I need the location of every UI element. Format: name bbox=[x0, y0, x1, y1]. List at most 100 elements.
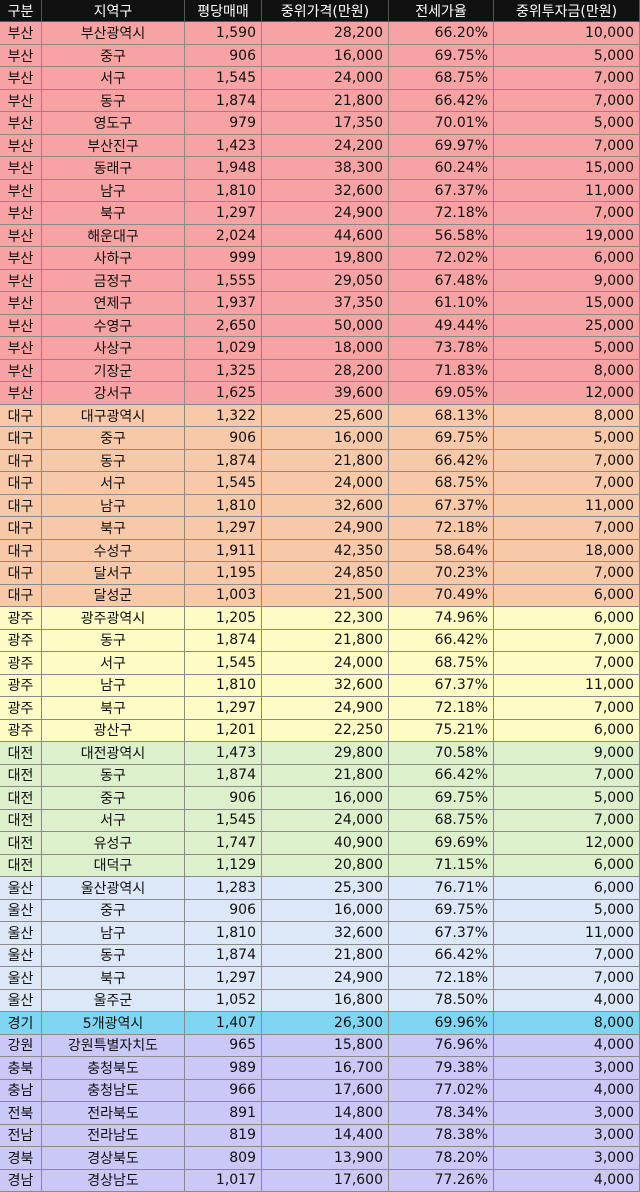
table-cell: 999 bbox=[185, 247, 262, 270]
table-cell: 대전 bbox=[0, 832, 42, 855]
table-cell: 부산 bbox=[0, 67, 42, 90]
table-cell: 울산 bbox=[0, 877, 42, 900]
table-cell: 1,874 bbox=[185, 764, 262, 788]
table-cell: 1,810 bbox=[185, 674, 262, 698]
table-cell: 1,874 bbox=[185, 89, 262, 113]
table-cell: 72.18% bbox=[389, 517, 494, 540]
table-cell: 6,000 bbox=[494, 877, 640, 900]
table-cell: 73.78% bbox=[389, 337, 494, 360]
table-cell: 경남 bbox=[0, 1169, 42, 1192]
table-cell: 7,000 bbox=[494, 67, 640, 90]
table-cell: 구분 bbox=[0, 0, 42, 23]
table-cell: 76.71% bbox=[389, 877, 494, 900]
table-cell: 14,400 bbox=[262, 1124, 389, 1148]
table-cell: 부산 bbox=[0, 337, 42, 360]
table-cell: 56.58% bbox=[389, 224, 494, 248]
table-cell: 3,000 bbox=[494, 1102, 640, 1125]
table-cell: 서구 bbox=[42, 67, 185, 90]
table-cell: 67.37% bbox=[389, 494, 494, 518]
table-cell: 42,350 bbox=[262, 539, 389, 563]
table-cell: 22,250 bbox=[262, 719, 389, 743]
table-cell: 21,800 bbox=[262, 629, 389, 653]
table-cell: 965 bbox=[185, 1034, 262, 1058]
table-cell: 울산 bbox=[0, 967, 42, 990]
table-cell: 경상남도 bbox=[42, 1169, 185, 1192]
table-cell: 1,545 bbox=[185, 809, 262, 833]
table-cell: 39,600 bbox=[262, 382, 389, 405]
table-cell: 809 bbox=[185, 1147, 262, 1170]
table-cell: 1,297 bbox=[185, 967, 262, 990]
table-cell: 15,000 bbox=[494, 157, 640, 180]
table-cell: 1,052 bbox=[185, 989, 262, 1013]
table-cell: 29,800 bbox=[262, 742, 389, 765]
table-cell: 906 bbox=[185, 44, 262, 68]
table-cell: 17,600 bbox=[262, 1169, 389, 1192]
table-cell: 69.96% bbox=[389, 1012, 494, 1035]
table-cell: 69.69% bbox=[389, 832, 494, 855]
table-cell: 72.18% bbox=[389, 967, 494, 990]
table-cell: 1,911 bbox=[185, 539, 262, 563]
table-cell: 대구 bbox=[0, 404, 42, 428]
table-cell: 21,800 bbox=[262, 944, 389, 968]
table-cell: 1,590 bbox=[185, 22, 262, 45]
table-cell: 21,500 bbox=[262, 584, 389, 608]
table-cell: 2,650 bbox=[185, 314, 262, 338]
table-cell: 전라남도 bbox=[42, 1124, 185, 1148]
table-cell: 부산 bbox=[0, 89, 42, 113]
table-cell: 7,000 bbox=[494, 134, 640, 158]
table-cell: 1,874 bbox=[185, 449, 262, 473]
table-cell: 대구 bbox=[0, 449, 42, 473]
table-cell: 8,000 bbox=[494, 1012, 640, 1035]
table-cell: 충남 bbox=[0, 1079, 42, 1103]
table-cell: 70.58% bbox=[389, 742, 494, 765]
table-cell: 5,000 bbox=[494, 337, 640, 360]
table-cell: 40,900 bbox=[262, 832, 389, 855]
table-cell: 18,000 bbox=[262, 337, 389, 360]
table-cell: 서구 bbox=[42, 472, 185, 495]
table-cell: 1,747 bbox=[185, 832, 262, 855]
table-cell: 사상구 bbox=[42, 337, 185, 360]
table-cell: 전세가율 bbox=[389, 0, 494, 23]
table-cell: 강원 bbox=[0, 1034, 42, 1058]
table-cell: 1,937 bbox=[185, 292, 262, 315]
table-cell: 대구 bbox=[0, 494, 42, 518]
table-cell: 부산 bbox=[0, 292, 42, 315]
table-cell: 68.75% bbox=[389, 472, 494, 495]
table-cell: 7,000 bbox=[494, 697, 640, 720]
table-cell: 78.50% bbox=[389, 989, 494, 1013]
table-cell: 해운대구 bbox=[42, 224, 185, 248]
table-cell: 7,000 bbox=[494, 809, 640, 833]
table-cell: 74.96% bbox=[389, 607, 494, 630]
table-cell: 4,000 bbox=[494, 1079, 640, 1103]
table-cell: 1,205 bbox=[185, 607, 262, 630]
table-cell: 29,050 bbox=[262, 269, 389, 293]
table-cell: 906 bbox=[185, 899, 262, 923]
table-cell: 12,000 bbox=[494, 832, 640, 855]
table-cell: 3,000 bbox=[494, 1147, 640, 1170]
table-cell: 북구 bbox=[42, 967, 185, 990]
table-cell: 78.38% bbox=[389, 1124, 494, 1148]
table-cell: 24,900 bbox=[262, 202, 389, 225]
table-cell: 울산 bbox=[0, 922, 42, 945]
table-cell: 5,000 bbox=[494, 899, 640, 923]
table-cell: 4,000 bbox=[494, 1034, 640, 1058]
table-cell: 60.24% bbox=[389, 157, 494, 180]
table-cell: 수영구 bbox=[42, 314, 185, 338]
table-cell: 11,000 bbox=[494, 494, 640, 518]
table-cell: 1,003 bbox=[185, 584, 262, 608]
table-cell: 1,201 bbox=[185, 719, 262, 743]
table-cell: 66.42% bbox=[389, 629, 494, 653]
table-cell: 26,300 bbox=[262, 1012, 389, 1035]
table-cell: 전북 bbox=[0, 1102, 42, 1125]
table-cell: 69.97% bbox=[389, 134, 494, 158]
table-cell: 68.75% bbox=[389, 67, 494, 90]
table-cell: 69.05% bbox=[389, 382, 494, 405]
table-cell: 61.10% bbox=[389, 292, 494, 315]
table-cell: 중위투자금(만원) bbox=[494, 0, 640, 23]
table-cell: 대전 bbox=[0, 809, 42, 833]
table-cell: 69.75% bbox=[389, 899, 494, 923]
table-cell: 1,810 bbox=[185, 494, 262, 518]
table-cell: 서구 bbox=[42, 809, 185, 833]
table-cell: 전남 bbox=[0, 1124, 42, 1148]
table-cell: 67.37% bbox=[389, 922, 494, 945]
